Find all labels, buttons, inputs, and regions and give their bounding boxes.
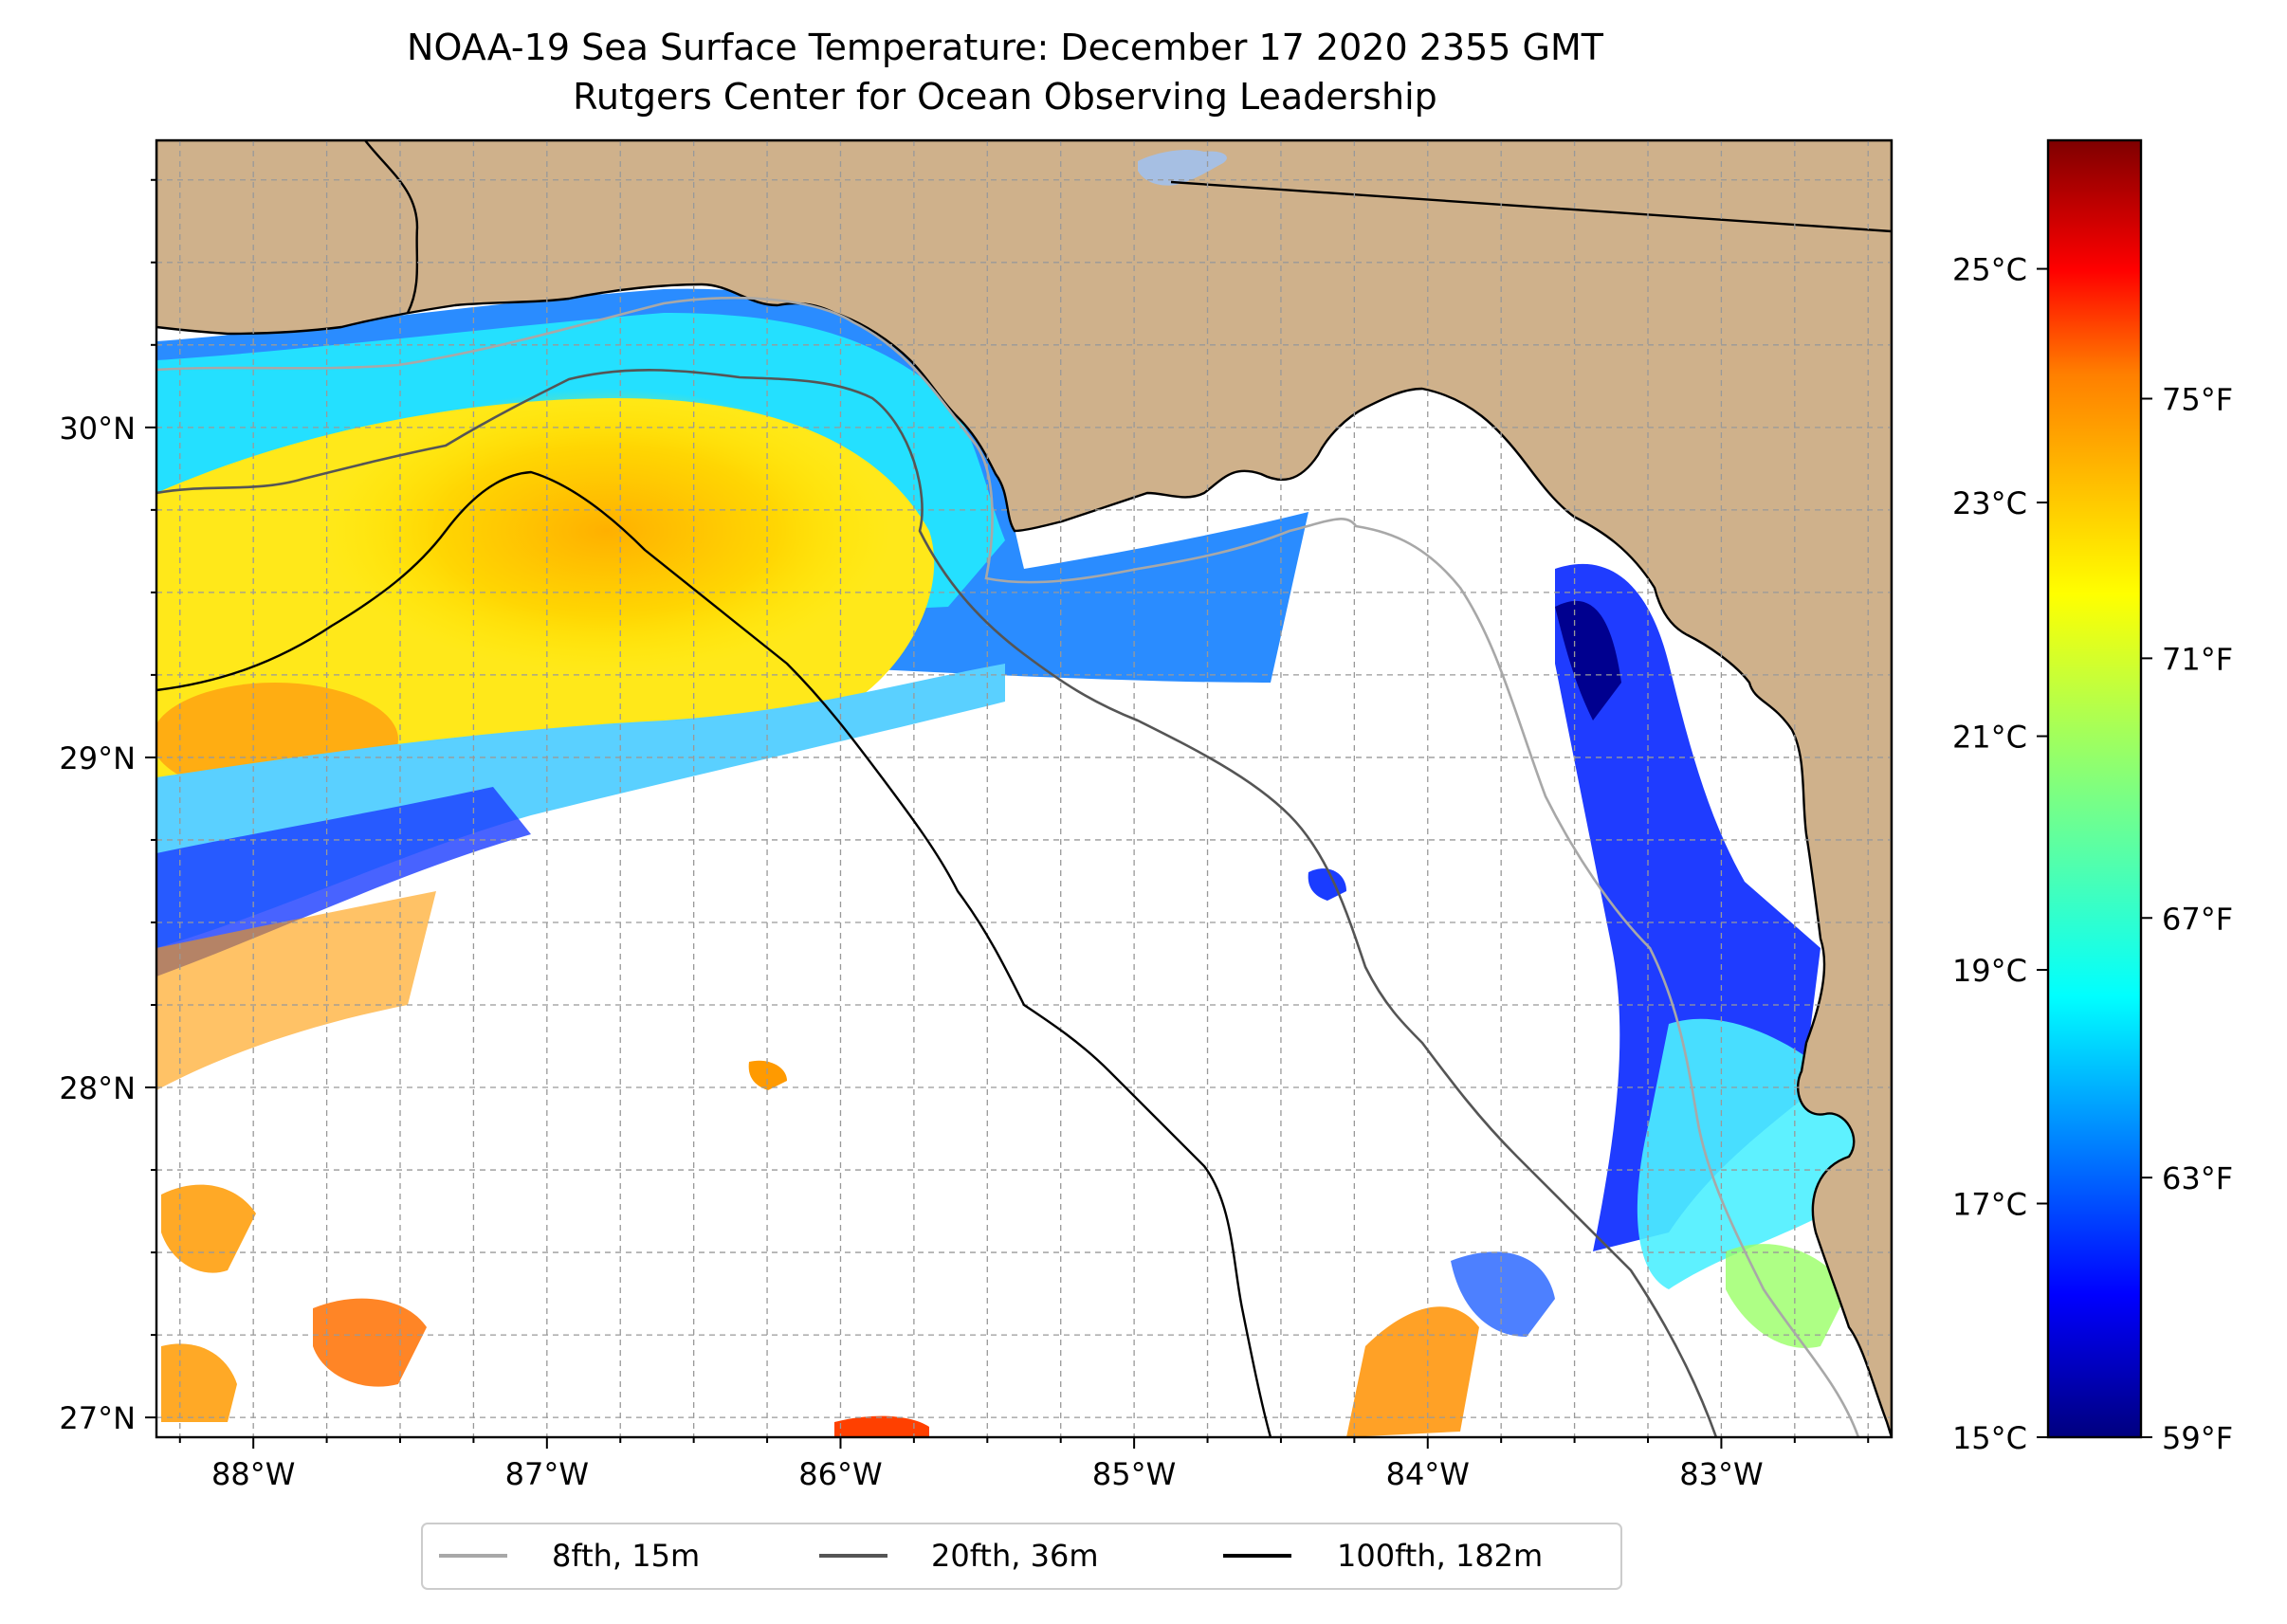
axis-ticks <box>145 178 1870 1449</box>
fahrenheit-tick-label: 59°F <box>2162 1420 2233 1456</box>
celsius-tick-label: 23°C <box>1952 485 2027 521</box>
latitude-label: 30°N <box>59 411 136 447</box>
map-panel <box>156 140 1892 1437</box>
latitude-label: 29°N <box>59 740 136 776</box>
isobath-20fth <box>156 369 1718 1437</box>
isobath-100fth <box>156 470 1272 1437</box>
colorbar-fahrenheit-ticks: 75°F 71°F 67°F 63°F 59°F <box>2141 382 2233 1456</box>
river-border <box>364 140 419 314</box>
latitude-label: 27°N <box>59 1400 136 1436</box>
longitude-label: 83°W <box>1679 1456 1763 1492</box>
state-border <box>1170 180 1892 233</box>
isobath-8fth <box>156 296 1860 1437</box>
fahrenheit-tick-label: 75°F <box>2162 382 2233 418</box>
fahrenheit-tick-label: 63°F <box>2162 1160 2233 1196</box>
longitude-label: 85°W <box>1092 1456 1176 1492</box>
longitude-label: 86°W <box>798 1456 882 1492</box>
longitude-label: 84°W <box>1386 1456 1470 1492</box>
fahrenheit-tick-label: 67°F <box>2162 901 2233 937</box>
lake <box>1138 150 1227 186</box>
title-line-2: Rutgers Center for Ocean Observing Leade… <box>573 76 1437 118</box>
longitude-label: 88°W <box>211 1456 295 1492</box>
latitude-label: 28°N <box>59 1070 136 1106</box>
map-frame <box>155 138 1894 1439</box>
colorbar <box>2046 138 2143 1439</box>
fahrenheit-tick-label: 71°F <box>2162 641 2233 677</box>
celsius-tick-label: 19°C <box>1952 953 2027 989</box>
celsius-tick-label: 15°C <box>1952 1420 2027 1456</box>
legend-label-100fth: 100fth, 182m <box>1337 1538 1543 1574</box>
latitude-labels: 30°N 29°N 28°N 27°N <box>59 411 136 1436</box>
gridlines <box>156 140 1892 1437</box>
legend-label-8fth: 8fth, 15m <box>552 1538 700 1574</box>
legend-box <box>421 1523 1622 1590</box>
longitude-label: 87°W <box>505 1456 589 1492</box>
sst-field <box>156 288 1858 1437</box>
celsius-tick-label: 17°C <box>1952 1187 2027 1223</box>
longitude-labels: 88°W 87°W 86°W 85°W 84°W 83°W <box>211 1456 1764 1492</box>
colorbar-celsius-ticks: 25°C 23°C 21°C 19°C 17°C 15°C <box>1952 252 2048 1456</box>
title-line-1: NOAA-19 Sea Surface Temperature: Decembe… <box>407 27 1604 68</box>
celsius-tick-label: 21°C <box>1952 720 2027 756</box>
legend-label-20fth: 20fth, 36m <box>931 1538 1098 1574</box>
celsius-tick-label: 25°C <box>1952 252 2027 288</box>
legend: 8fth, 15m 20fth, 36m 100fth, 182m <box>421 1523 1622 1590</box>
